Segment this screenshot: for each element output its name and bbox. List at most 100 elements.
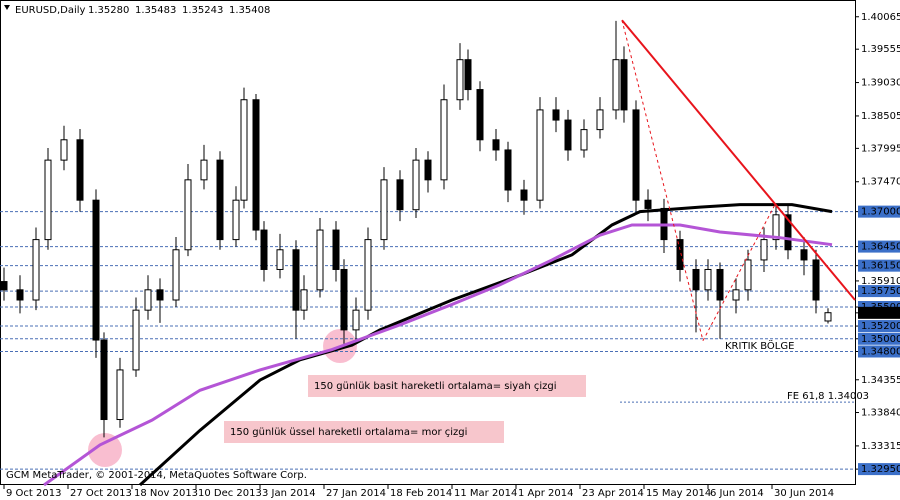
y-tick-label: 1.36150 [861,261,900,272]
candle-body [632,109,640,201]
y-label-box [858,463,900,476]
candle-body [620,59,628,111]
x-tick-label: 30 Jun 2014 [774,488,834,499]
candle-body [100,339,108,421]
candle-body [232,199,240,241]
y-tick-label: 1.39555 [861,44,900,55]
y-tick-label: 1.38505 [861,111,900,122]
candle-body [156,289,164,301]
candle-body [504,149,512,191]
y-tick-label: 1.37995 [861,143,900,154]
x-tick-label: 23 Apr 2014 [582,488,644,499]
candle-body [260,229,268,270]
y-label-box [858,320,900,333]
candle-body [396,179,404,211]
trendline [621,20,704,341]
plot-border [0,0,856,485]
x-tick-label: 27 Oct 2013 [70,488,132,499]
candle-body [424,159,432,181]
y-tick-label: 1.35750 [861,286,900,297]
candle-body [704,268,712,291]
candle-body [812,259,820,301]
candle-body [216,159,224,241]
candle-body [300,289,308,311]
x-tick-label: 1 Apr 2014 [518,488,573,499]
x-tick-label: 18 Nov 2013 [134,488,198,499]
candle-body [492,139,500,151]
y-label-box [858,285,900,298]
candle-body [172,249,180,301]
candle-body [116,369,124,421]
y-label-box [858,332,900,345]
y-tick-label: 1.33840 [861,408,900,419]
candle-body [292,249,300,311]
x-tick-label: 27 Jan 2014 [326,488,386,499]
y-tick-label: 1.33315 [861,441,900,452]
candle-body [612,59,620,111]
candle-body [760,239,768,261]
candle-body [240,99,248,201]
y-tick-label: 1.34800 [861,346,900,357]
candle-body [200,159,208,181]
candle-body [536,109,544,201]
candle-body [32,239,40,301]
header-open: 1.35280 [88,5,129,16]
candle-body [412,159,420,211]
sma-note: 150 günlük basit hareketli ortalama= siy… [314,381,557,392]
candle-body [184,179,192,251]
y-tick-label: 1.35408 [861,308,900,319]
y-tick-label: 1.35200 [861,321,900,332]
symbol: EURUSD,Daily [15,5,86,16]
moving-average [43,223,833,487]
copyright: GCM MetaTrader, © 2001-2014, MetaQuotes … [6,470,307,481]
trendline [621,19,856,301]
candle-body [564,119,572,151]
candle-body [784,214,792,251]
y-label-box [858,240,900,253]
candle-body [692,268,700,291]
candle-body [476,89,484,141]
candle-body [44,159,52,241]
y-tick-label: 1.35910 [861,276,900,287]
candle-body [596,109,604,131]
candle-body [332,229,340,270]
candle-body [440,99,448,181]
y-tick-label: 1.37000 [861,207,900,218]
header-close: 1.35408 [229,5,270,16]
note-box [308,375,586,397]
x-tick-label: 10 Dec 2013 [198,488,262,499]
candle-body [352,309,360,331]
candle-body [676,239,684,270]
candle-body [364,239,372,311]
candle-body [520,189,528,201]
x-tick-label: 18 Feb 2014 [390,488,452,499]
note-box [224,421,504,443]
candle-body [144,289,152,311]
candle-body [716,268,724,301]
candle-body [252,99,260,231]
y-label-box [858,259,900,272]
x-tick-label: 6 Jun 2014 [710,488,764,499]
x-tick-label: 9 Oct 2013 [6,488,61,499]
y-label-box [858,306,900,319]
candle-body [92,199,100,341]
y-tick-label: 1.34355 [861,375,900,386]
x-tick-label: 11 Mar 2014 [454,488,517,499]
y-tick-label: 1.35000 [861,334,900,345]
header-low: 1.35243 [182,5,223,16]
candle-body [552,109,560,121]
candle-body [340,268,348,331]
candle-body [276,249,284,270]
y-tick-label: 1.39030 [861,78,900,89]
candle-body [824,312,832,322]
y-label-box [858,205,900,218]
y-tick-label: 1.32950 [861,464,900,475]
candle-body [464,59,472,91]
candle-body [772,214,780,241]
y-tick-label: 1.40065 [861,12,900,23]
candle-body [580,129,588,151]
cross-highlight [88,433,122,467]
header-high: 1.35483 [135,5,176,16]
